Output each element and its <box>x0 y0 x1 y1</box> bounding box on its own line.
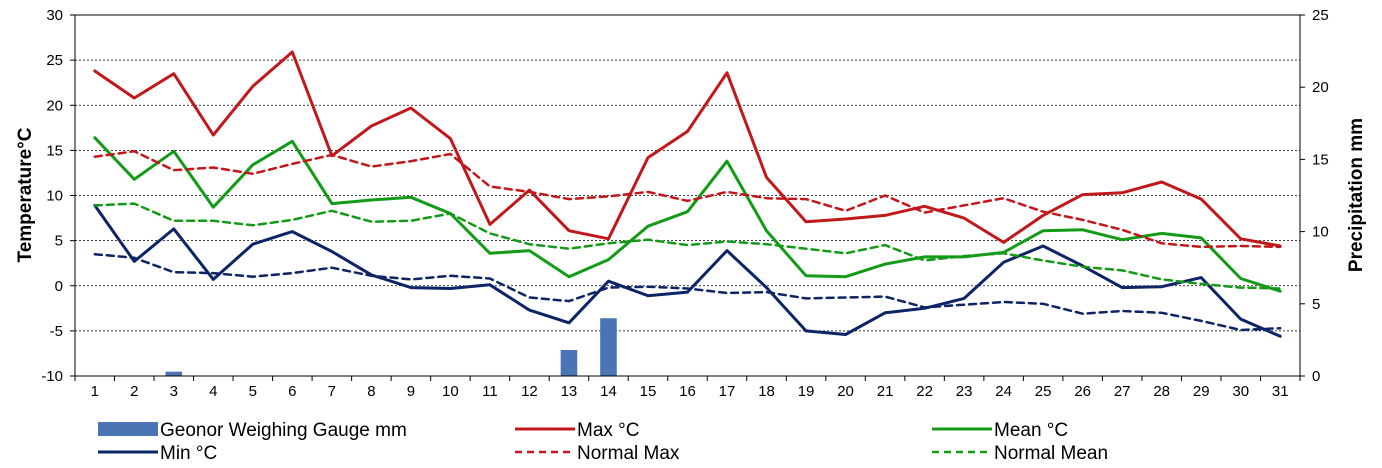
x-tick-label: 25 <box>1035 383 1052 400</box>
x-tick-label: 13 <box>561 383 578 400</box>
x-tick-label: 30 <box>1232 383 1249 400</box>
y2-tick-label: 20 <box>1312 79 1329 96</box>
y2-axis-title: Precipitation mm <box>1346 118 1367 272</box>
precipitation-bars <box>165 318 617 376</box>
x-tick-label: 18 <box>758 383 775 400</box>
y2-tick-label: 25 <box>1312 7 1329 24</box>
y2-tick-label: 10 <box>1312 224 1329 241</box>
x-tick-label: 27 <box>1114 383 1131 400</box>
y-tick-label: 15 <box>46 142 63 159</box>
x-tick-label: 22 <box>916 383 933 400</box>
x-tick-label: 23 <box>956 383 973 400</box>
x-tick-label: 12 <box>521 383 538 400</box>
mean-c-line <box>93 136 1282 293</box>
x-tick-label: 10 <box>442 383 459 400</box>
precipitation-bar <box>600 318 617 376</box>
legend-swatch-geonor-weighing-gauge-mm <box>98 422 158 436</box>
legend-label-normal-mean: Normal Mean <box>994 443 1108 464</box>
y-axis-title: Temperature°C <box>15 127 36 262</box>
axes: Temperature°C Precipitation mm -10-50510… <box>15 7 1367 400</box>
y-tick-label: 20 <box>46 97 63 114</box>
y2-tick-label: 15 <box>1312 151 1329 168</box>
y-tick-label: -5 <box>50 323 63 340</box>
x-tick-label: 1 <box>91 383 99 400</box>
x-tick-label: 16 <box>679 383 696 400</box>
legend-label-geonor-weighing-gauge-mm: Geonor Weighing Gauge mm <box>160 420 407 441</box>
x-tick-label: 5 <box>249 383 257 400</box>
y-tick-label: 5 <box>55 233 63 250</box>
normal-mean-line <box>93 202 1282 290</box>
max-c-line <box>93 50 1282 248</box>
x-tick-label: 11 <box>482 383 498 400</box>
y2-tick-label: 5 <box>1312 296 1320 313</box>
x-tick-label: 29 <box>1193 383 1210 400</box>
y2-tick-label: 0 <box>1312 368 1320 385</box>
y-tick-label: 30 <box>46 7 63 24</box>
x-tick-label: 19 <box>798 383 815 400</box>
x-tick-label: 8 <box>367 383 375 400</box>
x-tick-label: 9 <box>407 383 415 400</box>
x-tick-label: 28 <box>1153 383 1170 400</box>
x-tick-label: 17 <box>719 383 736 400</box>
x-tick-label: 21 <box>877 383 894 400</box>
precipitation-bar <box>560 350 578 376</box>
temperature-lines <box>93 50 1282 338</box>
x-tick-label: 2 <box>130 383 138 400</box>
legend: Geonor Weighing Gauge mm Max °C Mean °C Min… <box>98 420 1108 464</box>
y-tick-label: 0 <box>55 278 63 295</box>
x-tick-label: 31 <box>1272 383 1289 400</box>
x-tick-label: 7 <box>328 383 336 400</box>
precipitation-bar <box>165 371 183 376</box>
y-tick-label: 25 <box>46 52 63 69</box>
normal-min-line <box>93 252 1282 332</box>
x-tick-label: 26 <box>1074 383 1091 400</box>
legend-label-normal-max: Normal Max <box>577 443 680 464</box>
x-tick-label: 15 <box>640 383 657 400</box>
y-tick-label: 10 <box>46 188 63 205</box>
legend-label-mean-c: Mean °C <box>994 420 1068 441</box>
normal-max-line <box>93 150 1282 249</box>
legend-label-min-c: Min °C <box>160 443 217 464</box>
x-tick-label: 24 <box>995 383 1012 400</box>
legend-label-max-c: Max °C <box>577 420 640 441</box>
x-tick-label: 14 <box>600 383 617 400</box>
x-tick-label: 6 <box>288 383 296 400</box>
x-tick-label: 4 <box>209 383 217 400</box>
x-tick-label: 20 <box>837 383 854 400</box>
x-tick-label: 3 <box>170 383 178 400</box>
y-tick-label: -10 <box>41 368 63 385</box>
